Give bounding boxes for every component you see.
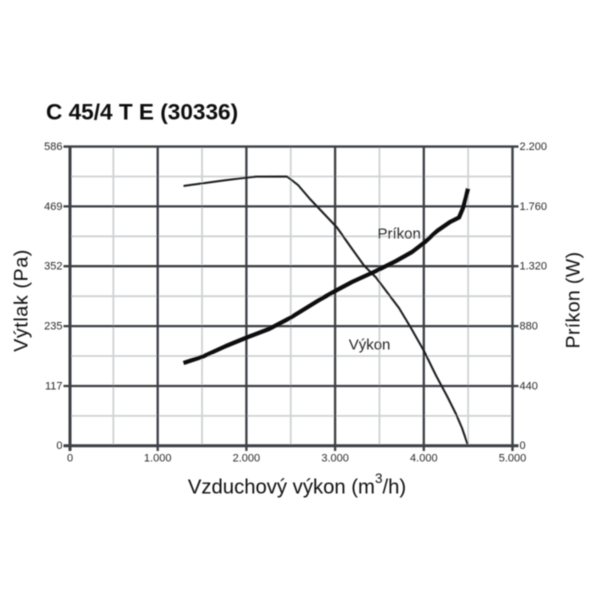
svg-text:Vzduchový výkon (m3/h): Vzduchový výkon (m3/h) (188, 471, 406, 499)
svg-text:117: 117 (45, 380, 63, 392)
svg-text:0: 0 (56, 440, 62, 452)
svg-text:0: 0 (520, 440, 526, 452)
svg-text:1.320: 1.320 (520, 261, 548, 273)
svg-text:2.000: 2.000 (233, 452, 261, 464)
svg-text:469: 469 (44, 201, 62, 213)
svg-text:0: 0 (67, 452, 73, 464)
svg-text:Príkon (W): Príkon (W) (563, 252, 585, 349)
svg-text:Príkon: Príkon (378, 225, 421, 242)
svg-text:586: 586 (44, 141, 62, 153)
svg-text:440: 440 (520, 380, 538, 392)
svg-text:1.000: 1.000 (144, 452, 172, 464)
svg-text:5.000: 5.000 (499, 452, 527, 464)
svg-text:1.760: 1.760 (520, 201, 548, 213)
svg-text:C 45/4 T E (30336): C 45/4 T E (30336) (46, 99, 238, 124)
svg-text:235: 235 (44, 321, 62, 333)
svg-text:880: 880 (520, 321, 538, 333)
svg-text:4.000: 4.000 (410, 452, 438, 464)
svg-text:3.000: 3.000 (321, 452, 349, 464)
svg-text:352: 352 (44, 261, 62, 273)
svg-text:2.200: 2.200 (520, 141, 548, 153)
svg-text:Výtlak (Pa): Výtlak (Pa) (11, 249, 33, 352)
svg-text:Výkon: Výkon (349, 337, 391, 354)
